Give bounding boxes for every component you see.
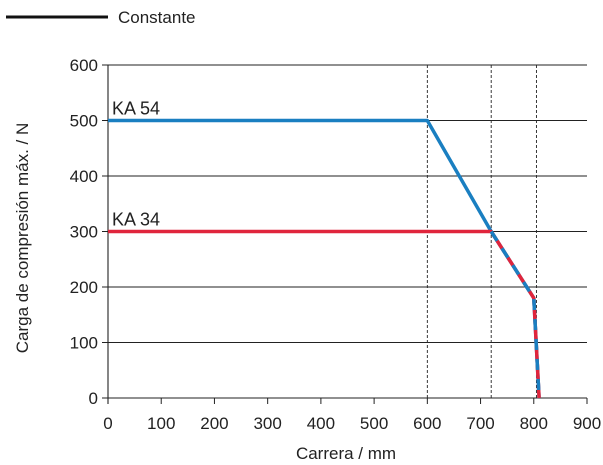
x-tick-label-0: 0 [103, 414, 112, 433]
x-axis-label: Carrera / mm [296, 444, 396, 463]
series-shared-dash-overlay [489, 230, 541, 399]
y-tick-label-600: 600 [70, 56, 98, 75]
legend: Constante [6, 8, 196, 27]
y-tick-label-300: 300 [70, 223, 98, 242]
series-label-ka-54: KA 54 [112, 99, 160, 119]
series-label-ka-34: KA 34 [112, 210, 160, 230]
plot-area: 0 100 200 300 400 500 600 0 100 200 300 400 500 600 70… [70, 56, 602, 433]
x-tick-label-800: 800 [520, 414, 548, 433]
y-tick-label-0: 0 [89, 389, 98, 408]
y-tick-label-200: 200 [70, 278, 98, 297]
x-tick-label-900: 900 [573, 414, 601, 433]
x-tick-label-500: 500 [360, 414, 388, 433]
x-tick-label-700: 700 [466, 414, 494, 433]
x-tick-label-400: 400 [307, 414, 335, 433]
y-tick-label-100: 100 [70, 334, 98, 353]
series-line-ka-54 [108, 118, 541, 399]
x-tick-label-100: 100 [147, 414, 175, 433]
y-axis-label: Carga de compresión máx. / N [13, 123, 32, 354]
y-tick-label-400: 400 [70, 167, 98, 186]
x-tick-label-600: 600 [413, 414, 441, 433]
y-tick-label-500: 500 [70, 112, 98, 131]
legend-label-constante: Constante [118, 8, 196, 27]
x-tick-label-200: 200 [200, 414, 228, 433]
x-tick-label-300: 300 [253, 414, 281, 433]
series-line-ka-34 [108, 229, 541, 399]
